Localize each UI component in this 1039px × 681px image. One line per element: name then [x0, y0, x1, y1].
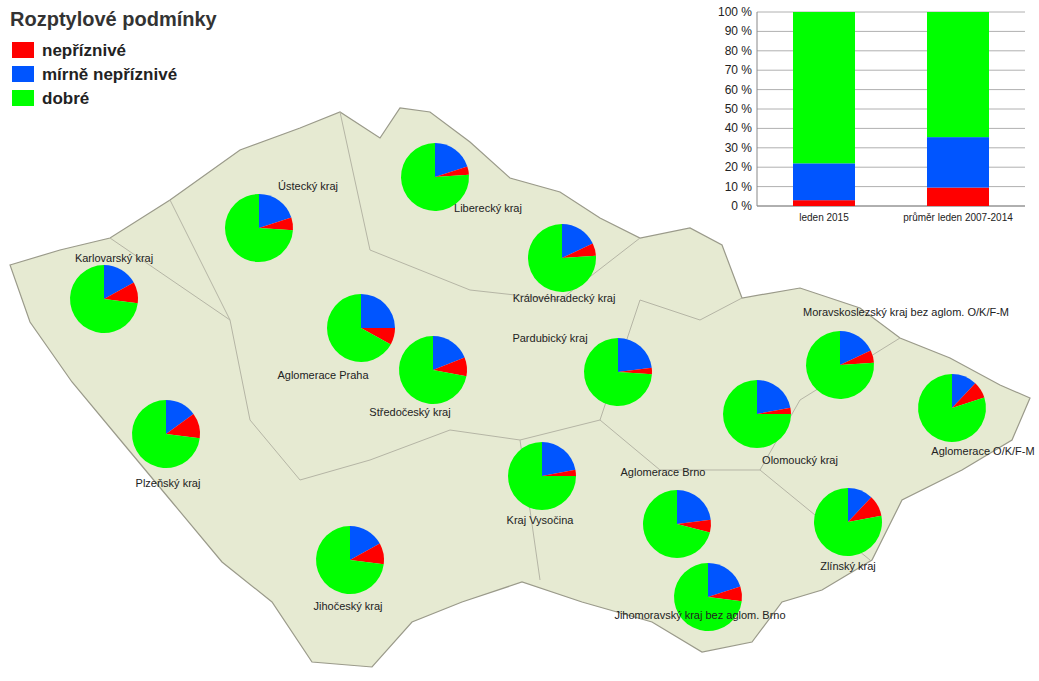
pie-slice: [840, 351, 874, 365]
pie: [528, 224, 596, 292]
legend-swatch: [12, 90, 34, 106]
pie: [399, 336, 467, 404]
pie-slice: [757, 380, 790, 414]
pie-slice: [806, 331, 874, 399]
pie: [508, 442, 576, 510]
region-label: Moravskoslezský kraj bez aglom. O/K/F-M: [803, 306, 1009, 318]
pie: [723, 380, 791, 448]
tick-label: 80 %: [725, 44, 753, 58]
pie-slice: [723, 380, 791, 448]
legend-label: mírně nepříznivé: [42, 65, 177, 84]
region-label: Královéhradecký kraj: [513, 292, 616, 304]
pie: [401, 143, 469, 211]
pie-slice: [327, 294, 391, 362]
region-label: Aglomerace Brno: [621, 466, 706, 478]
tick-label: 10 %: [725, 180, 753, 194]
legend-swatch: [12, 66, 34, 82]
pie-slice: [399, 336, 466, 404]
legend-swatch: [12, 42, 34, 58]
legend-label: nepříznivé: [42, 41, 126, 60]
region-label: Olomoucký kraj: [762, 454, 838, 466]
region-label: Středočeský kraj: [369, 406, 450, 418]
pie: [225, 194, 293, 262]
pie-slice: [316, 526, 384, 594]
tick-label: 100 %: [718, 5, 752, 19]
bar: [793, 200, 855, 206]
pie-slice: [643, 490, 710, 558]
pie-slice: [562, 244, 596, 258]
bar: [927, 12, 989, 137]
pie-slice: [361, 294, 395, 328]
pie-slice: [584, 338, 652, 406]
pie-slice: [70, 265, 138, 333]
bar: [793, 163, 855, 200]
region-label: Aglomerace O/K/F-M: [931, 445, 1034, 457]
pie: [806, 331, 874, 399]
category-label: průměr leden 2007-2014: [903, 212, 1013, 223]
pie: [327, 294, 395, 362]
region-label: Zlínský kraj: [820, 560, 876, 572]
tick-label: 50 %: [725, 102, 753, 116]
region-label: Karlovarský kraj: [75, 252, 153, 264]
category-label: leden 2015: [799, 212, 849, 223]
pie-slice: [259, 217, 293, 230]
region-label: Ústecký kraj: [278, 180, 338, 192]
bar: [927, 188, 989, 206]
pie-slice: [132, 400, 200, 468]
tick-label: 60 %: [725, 83, 753, 97]
region-label: Liberecký kraj: [454, 202, 522, 214]
canvas: Rozptylové podmínky nepříznivé mírně nepří…: [0, 0, 1039, 681]
legend-label: dobré: [42, 89, 89, 108]
region-label: Kraj Vysočina: [507, 514, 575, 526]
region-label: Jihočeský kraj: [313, 600, 382, 612]
pie-slice: [401, 143, 469, 211]
bar: [793, 12, 855, 163]
pie: [132, 400, 200, 468]
region-label: Aglomerace Praha: [277, 369, 369, 381]
region-border: [340, 112, 640, 300]
region-label: Plzeňský kraj: [136, 477, 201, 489]
pie-slice: [814, 488, 882, 556]
pie-slice: [618, 338, 652, 372]
pie-slice: [508, 442, 576, 510]
pie: [584, 338, 652, 406]
pie: [814, 488, 882, 556]
tick-label: 0 %: [731, 199, 752, 213]
region-label: Jihomoravský kraj bez aglom. Brno: [614, 609, 785, 621]
chart-background: [700, 0, 1039, 232]
pie-slice: [166, 414, 200, 438]
pie: [70, 265, 138, 333]
tick-label: 20 %: [725, 160, 753, 174]
pie-slice: [225, 194, 293, 262]
tick-label: 90 %: [725, 24, 753, 38]
tick-label: 30 %: [725, 141, 753, 155]
pie-slice: [528, 224, 596, 292]
bar: [927, 137, 989, 187]
tick-label: 70 %: [725, 63, 753, 77]
pie-slice: [542, 470, 576, 476]
pie-slice: [918, 374, 986, 442]
pie-slice: [542, 442, 575, 476]
tick-label: 40 %: [725, 121, 753, 135]
pie: [918, 374, 986, 442]
title: Rozptylové podmínky: [10, 8, 218, 30]
region-label: Pardubický kraj: [512, 332, 587, 344]
bars: [793, 12, 989, 206]
pie-slice: [757, 408, 791, 414]
pie-slice: [677, 490, 711, 524]
pie: [643, 490, 711, 558]
pie: [316, 526, 384, 594]
y-axis: [757, 12, 758, 206]
